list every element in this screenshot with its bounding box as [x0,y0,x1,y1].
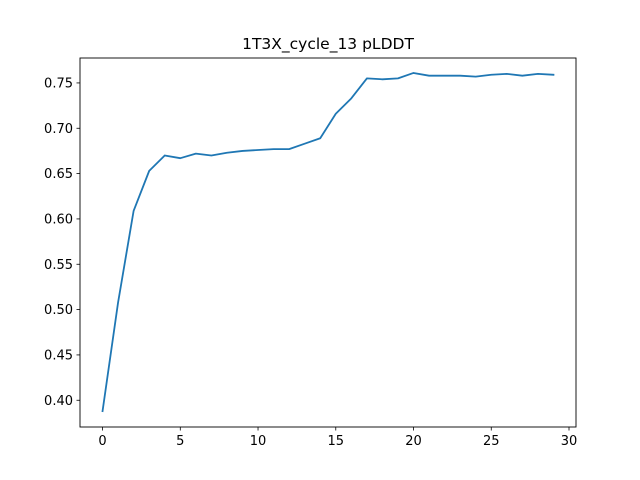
y-tick-label: 0.50 [44,303,73,318]
y-tick-label: 0.40 [44,394,73,409]
x-tick-label: 15 [328,434,345,449]
x-tick-label: 0 [98,434,106,449]
y-tick-label: 0.55 [44,258,73,273]
y-tick-label: 0.45 [44,348,73,363]
x-tick-label: 25 [483,434,500,449]
y-tick-label: 0.70 [44,122,73,137]
plot-frame [79,57,577,428]
x-tick-label: 5 [176,434,184,449]
y-tick-label: 0.75 [44,76,73,91]
y-tick-label: 0.60 [44,212,73,227]
y-tick-label: 0.65 [44,167,73,182]
chart-title: 1T3X_cycle_13 pLDDT [242,35,414,54]
x-tick-label: 10 [250,434,267,449]
series-line [101,72,555,413]
x-tick-label: 20 [405,434,422,449]
x-tick-label: 30 [561,434,578,449]
